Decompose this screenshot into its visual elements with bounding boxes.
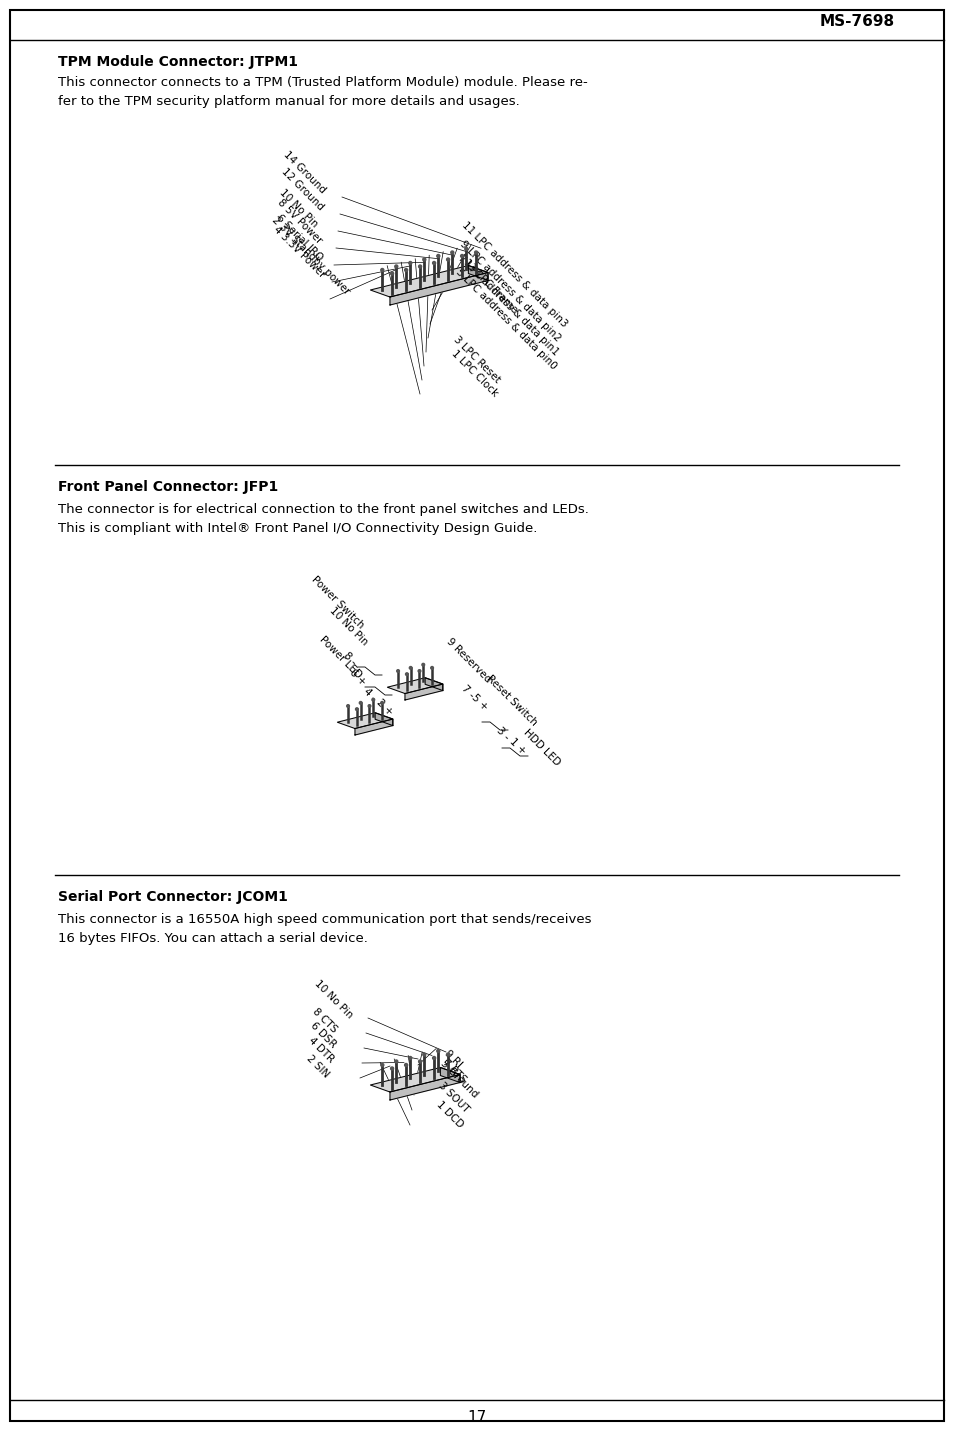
Text: 10 No Pin: 10 No Pin <box>328 605 370 647</box>
Text: Power Switch: Power Switch <box>310 574 366 630</box>
Circle shape <box>432 262 436 265</box>
Circle shape <box>418 1060 421 1063</box>
Text: 12 Ground: 12 Ground <box>280 166 326 212</box>
Circle shape <box>390 272 394 275</box>
Circle shape <box>460 255 463 258</box>
Text: 4 3.3V Power: 4 3.3V Power <box>272 225 327 280</box>
Text: 2 +: 2 + <box>375 697 395 717</box>
Text: 2 SIN: 2 SIN <box>305 1053 331 1080</box>
Text: 14 Ground: 14 Ground <box>282 149 328 195</box>
Circle shape <box>409 1056 412 1059</box>
Text: 6 DSR: 6 DSR <box>309 1020 338 1050</box>
Text: 7 RTS: 7 RTS <box>440 1058 468 1085</box>
Circle shape <box>436 1049 439 1052</box>
Circle shape <box>409 262 412 265</box>
Text: This is compliant with Intel® Front Panel I/O Connectivity Design Guide.: This is compliant with Intel® Front Pane… <box>58 522 537 535</box>
Circle shape <box>431 667 433 670</box>
Text: TPM Module Connector: JTPM1: TPM Module Connector: JTPM1 <box>58 54 297 69</box>
Circle shape <box>422 1053 425 1056</box>
Circle shape <box>432 1056 436 1059</box>
Circle shape <box>359 701 361 704</box>
Circle shape <box>422 258 425 260</box>
Text: Reset Switch: Reset Switch <box>484 674 538 728</box>
Text: 7 -: 7 - <box>459 683 476 700</box>
Circle shape <box>405 673 408 675</box>
Circle shape <box>421 664 424 665</box>
Polygon shape <box>387 678 442 694</box>
Circle shape <box>395 265 397 268</box>
Circle shape <box>380 269 383 272</box>
Text: 8 CTS: 8 CTS <box>311 1006 339 1035</box>
Text: 3 LPC Reset: 3 LPC Reset <box>452 335 502 385</box>
Circle shape <box>404 269 407 272</box>
Circle shape <box>380 1063 383 1066</box>
Circle shape <box>372 698 375 701</box>
Circle shape <box>474 250 477 253</box>
Text: 7 LPC address & data pin1: 7 LPC address & data pin1 <box>456 252 560 356</box>
Text: 5 +: 5 + <box>470 691 490 713</box>
Text: 3 -: 3 - <box>495 726 511 743</box>
Circle shape <box>464 248 467 250</box>
Polygon shape <box>468 266 488 280</box>
Text: 13 LPC Frame: 13 LPC Frame <box>461 258 519 315</box>
Text: 11 LPC address & data pin3: 11 LPC address & data pin3 <box>459 220 569 329</box>
Text: 9 LPC address & data pin2: 9 LPC address & data pin2 <box>457 239 562 343</box>
Text: 10 No Pin: 10 No Pin <box>277 187 319 229</box>
Text: This connector connects to a TPM (Trusted Platform Module) module. Please re-: This connector connects to a TPM (Truste… <box>58 76 587 89</box>
Circle shape <box>346 704 349 707</box>
Polygon shape <box>370 1068 459 1092</box>
Circle shape <box>446 1053 449 1056</box>
Polygon shape <box>390 1075 459 1100</box>
Text: MS-7698: MS-7698 <box>819 14 894 29</box>
Text: 1 +: 1 + <box>507 736 528 756</box>
Circle shape <box>396 670 399 673</box>
Text: 8 5V Power: 8 5V Power <box>275 197 324 246</box>
Text: 2 3V Standby power: 2 3V Standby power <box>270 215 352 298</box>
Text: 9 RI: 9 RI <box>442 1049 464 1070</box>
Text: 9 Reserved: 9 Reserved <box>444 637 493 685</box>
Text: Power LED: Power LED <box>317 634 364 680</box>
Circle shape <box>409 667 412 670</box>
Text: 5 LPC address & data pin0: 5 LPC address & data pin0 <box>454 266 558 371</box>
Circle shape <box>436 255 439 258</box>
Circle shape <box>451 250 454 253</box>
Circle shape <box>355 708 358 711</box>
Circle shape <box>417 670 420 673</box>
Polygon shape <box>425 678 442 691</box>
Polygon shape <box>440 1068 459 1082</box>
Circle shape <box>390 1068 394 1070</box>
Text: 17: 17 <box>467 1410 486 1425</box>
Text: The connector is for electrical connection to the front panel switches and LEDs.: The connector is for electrical connecti… <box>58 504 588 517</box>
Circle shape <box>395 1060 397 1063</box>
Polygon shape <box>370 266 488 298</box>
Text: 1 LPC Clock: 1 LPC Clock <box>450 349 499 399</box>
Circle shape <box>418 265 421 268</box>
Polygon shape <box>337 713 393 728</box>
Polygon shape <box>405 684 442 700</box>
Text: 8 -: 8 - <box>341 650 358 667</box>
Text: Serial Port Connector: JCOM1: Serial Port Connector: JCOM1 <box>58 890 288 904</box>
Text: 3 SOUT: 3 SOUT <box>436 1080 471 1115</box>
Text: 1 DCD: 1 DCD <box>435 1099 465 1130</box>
Text: 4 DTR: 4 DTR <box>307 1036 335 1065</box>
Text: 5 Ground: 5 Ground <box>438 1059 479 1100</box>
Text: 6 Serial IRQ: 6 Serial IRQ <box>274 213 324 263</box>
Circle shape <box>404 1063 407 1066</box>
Polygon shape <box>375 713 393 726</box>
Text: fer to the TPM security platform manual for more details and usages.: fer to the TPM security platform manual … <box>58 94 519 107</box>
Text: 6 +: 6 + <box>348 667 368 687</box>
Circle shape <box>380 701 383 704</box>
Text: 4 -: 4 - <box>361 687 378 703</box>
Text: Front Panel Connector: JFP1: Front Panel Connector: JFP1 <box>58 479 278 494</box>
Text: This connector is a 16550A high speed communication port that sends/receives: This connector is a 16550A high speed co… <box>58 913 591 926</box>
Text: 16 bytes FIFOs. You can attach a serial device.: 16 bytes FIFOs. You can attach a serial … <box>58 932 368 944</box>
Circle shape <box>368 704 371 707</box>
Text: HDD LED: HDD LED <box>521 727 562 768</box>
Polygon shape <box>355 718 393 736</box>
Circle shape <box>446 258 449 260</box>
Polygon shape <box>390 272 488 305</box>
Text: 10 No Pin: 10 No Pin <box>313 977 355 1020</box>
